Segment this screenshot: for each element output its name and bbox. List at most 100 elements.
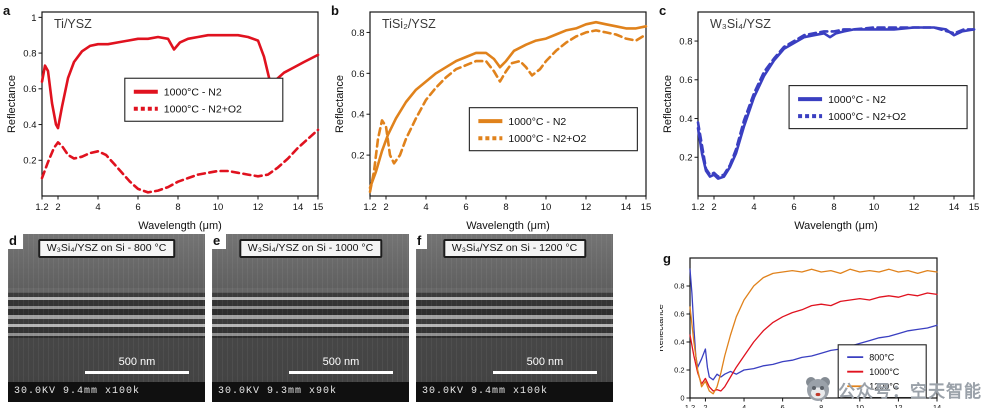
- svg-text:Wavelength (μm): Wavelength (μm): [794, 220, 878, 232]
- sem-panel-d: d W₃Si₄/YSZ on Si - 800 °C 500 nm 30.0KV…: [8, 232, 205, 402]
- svg-text:14: 14: [949, 202, 960, 213]
- svg-text:1000°C - N2+O2: 1000°C - N2+O2: [828, 111, 906, 123]
- svg-text:8: 8: [819, 403, 823, 408]
- svg-text:14: 14: [621, 202, 632, 213]
- svg-text:0.6: 0.6: [679, 75, 692, 86]
- svg-text:4: 4: [95, 202, 100, 213]
- sem-label-d: W₃Si₄/YSZ on Si - 800 °C: [37, 239, 176, 258]
- chart-panel-b: 1.2 2 4 6 8 10 12 14 15 0.2 0.4 0.6 0.8 Wavelength (μ…: [328, 2, 656, 232]
- watermark-text: 公众号：空天智能: [838, 381, 982, 401]
- svg-text:0.4: 0.4: [23, 120, 36, 131]
- svg-text:0.6: 0.6: [23, 84, 36, 95]
- svg-text:10: 10: [213, 202, 224, 213]
- svg-text:14: 14: [293, 202, 304, 213]
- panel-letter-d: d: [8, 232, 23, 249]
- svg-text:4: 4: [742, 403, 746, 408]
- sem-info-d: 30.0KV 9.4mm x100k: [8, 382, 205, 402]
- svg-text:8: 8: [503, 202, 508, 213]
- chart-panel-g: 1.2 2 4 6 8 10 12 14 0 0.2 0.4 0.6 0.8 Reflectance g 80…: [660, 250, 945, 408]
- svg-text:4: 4: [751, 202, 756, 213]
- svg-text:0.8: 0.8: [351, 28, 364, 39]
- svg-text:0.2: 0.2: [351, 151, 364, 162]
- svg-text:8: 8: [175, 202, 180, 213]
- svg-text:b: b: [331, 3, 339, 18]
- svg-text:2: 2: [711, 202, 716, 213]
- svg-text:0.4: 0.4: [679, 114, 692, 125]
- svg-text:2: 2: [55, 202, 60, 213]
- scale-bar-line: [85, 371, 189, 374]
- svg-text:1.2: 1.2: [691, 202, 704, 213]
- svg-text:1000°C - N2: 1000°C - N2: [508, 116, 566, 128]
- bottom-row: d W₃Si₄/YSZ on Si - 800 °C 500 nm 30.0KV…: [0, 232, 985, 408]
- top-row: 1.2 2 4 6 8 10 12 14 15 0.2 0.4 0.6 0.8 1 Wavelength (…: [0, 2, 984, 232]
- svg-text:6: 6: [135, 202, 140, 213]
- panel-letter-f: f: [416, 232, 428, 249]
- sem-label-e: W₃Si₄/YSZ on Si - 1000 °C: [238, 239, 383, 258]
- svg-text:10: 10: [856, 403, 864, 408]
- scale-bar-d: 500 nm: [85, 356, 189, 374]
- scale-bar-line: [493, 371, 597, 374]
- svg-text:1.2: 1.2: [35, 202, 48, 213]
- svg-text:10: 10: [541, 202, 552, 213]
- svg-text:8: 8: [831, 202, 836, 213]
- sem-image-f: W₃Si₄/YSZ on Si - 1200 °C 500 nm: [416, 234, 613, 382]
- svg-text:10: 10: [869, 202, 880, 213]
- svg-text:1.2: 1.2: [363, 202, 376, 213]
- scale-bar-e: 500 nm: [289, 356, 393, 374]
- svg-text:Reflectance: Reflectance: [660, 304, 665, 352]
- svg-text:Wavelength (μm): Wavelength (μm): [138, 220, 222, 232]
- svg-text:0.2: 0.2: [23, 156, 36, 167]
- sem-panel-f: f W₃Si₄/YSZ on Si - 1200 °C 500 nm 30.0K…: [416, 232, 613, 402]
- svg-text:12: 12: [909, 202, 920, 213]
- sem-image-e: W₃Si₄/YSZ on Si - 1000 °C 500 nm: [212, 234, 409, 382]
- svg-text:Wavelength (μm): Wavelength (μm): [466, 220, 550, 232]
- reflectance-chart-g: 1.2 2 4 6 8 10 12 14 0 0.2 0.4 0.6 0.8 Reflectance g 80…: [660, 251, 941, 408]
- chart-panel-a: 1.2 2 4 6 8 10 12 14 15 0.2 0.4 0.6 0.8 1 Wavelength (…: [0, 2, 328, 232]
- scale-bar-label: 500 nm: [322, 356, 360, 368]
- svg-text:0.4: 0.4: [351, 110, 364, 121]
- svg-text:15: 15: [313, 202, 324, 213]
- svg-text:12: 12: [581, 202, 592, 213]
- svg-text:14: 14: [933, 403, 941, 408]
- reflectance-chart-b: 1.2 2 4 6 8 10 12 14 15 0.2 0.4 0.6 0.8 Wavelength (μ…: [331, 3, 652, 232]
- svg-text:a: a: [3, 3, 11, 18]
- svg-text:0.4: 0.4: [674, 338, 684, 347]
- scale-bar-label: 500 nm: [118, 356, 156, 368]
- svg-text:4: 4: [423, 202, 428, 213]
- watermark: 公众号：空天智能: [804, 375, 982, 403]
- svg-text:12: 12: [253, 202, 264, 213]
- svg-text:1: 1: [31, 13, 36, 24]
- svg-text:1200°C: 1200°C: [869, 381, 900, 391]
- scale-bar-line: [289, 371, 393, 374]
- svg-text:0.8: 0.8: [674, 282, 684, 291]
- svg-text:Reflectance: Reflectance: [334, 75, 346, 133]
- svg-text:Reflectance: Reflectance: [6, 75, 18, 133]
- svg-text:0.2: 0.2: [674, 366, 684, 375]
- svg-text:15: 15: [969, 202, 980, 213]
- scale-bar-f: 500 nm: [493, 356, 597, 374]
- svg-text:c: c: [659, 3, 666, 18]
- sem-image-d: W₃Si₄/YSZ on Si - 800 °C 500 nm: [8, 234, 205, 382]
- sem-label-f: W₃Si₄/YSZ on Si - 1200 °C: [442, 239, 587, 258]
- svg-text:TiSi₂/YSZ: TiSi₂/YSZ: [382, 17, 436, 31]
- svg-text:1000°C - N2+O2: 1000°C - N2+O2: [164, 104, 242, 116]
- chart-panel-c: 1.2 2 4 6 8 10 12 14 15 0.2 0.4 0.6 0.8 Wavelength (μ…: [656, 2, 984, 232]
- scale-bar-label: 500 nm: [526, 356, 564, 368]
- svg-text:Reflectance: Reflectance: [662, 75, 674, 133]
- svg-text:0.6: 0.6: [351, 69, 364, 80]
- panel-letter-e: e: [212, 232, 227, 249]
- svg-text:1000°C: 1000°C: [869, 367, 900, 377]
- svg-text:1000°C - N2: 1000°C - N2: [164, 87, 222, 99]
- svg-text:0: 0: [680, 394, 684, 403]
- panda-icon: [806, 377, 830, 401]
- svg-text:0.8: 0.8: [679, 36, 692, 47]
- svg-text:1000°C - N2+O2: 1000°C - N2+O2: [508, 133, 586, 145]
- svg-text:W₃Si₄/YSZ: W₃Si₄/YSZ: [710, 17, 771, 31]
- svg-text:1000°C - N2: 1000°C - N2: [828, 94, 886, 106]
- svg-text:15: 15: [641, 202, 652, 213]
- svg-text:12: 12: [894, 403, 902, 408]
- sem-info-e: 30.0KV 9.3mm x90k: [212, 382, 409, 402]
- svg-text:800°C: 800°C: [869, 352, 895, 362]
- reflectance-chart-a: 1.2 2 4 6 8 10 12 14 15 0.2 0.4 0.6 0.8 1 Wavelength (…: [3, 3, 324, 232]
